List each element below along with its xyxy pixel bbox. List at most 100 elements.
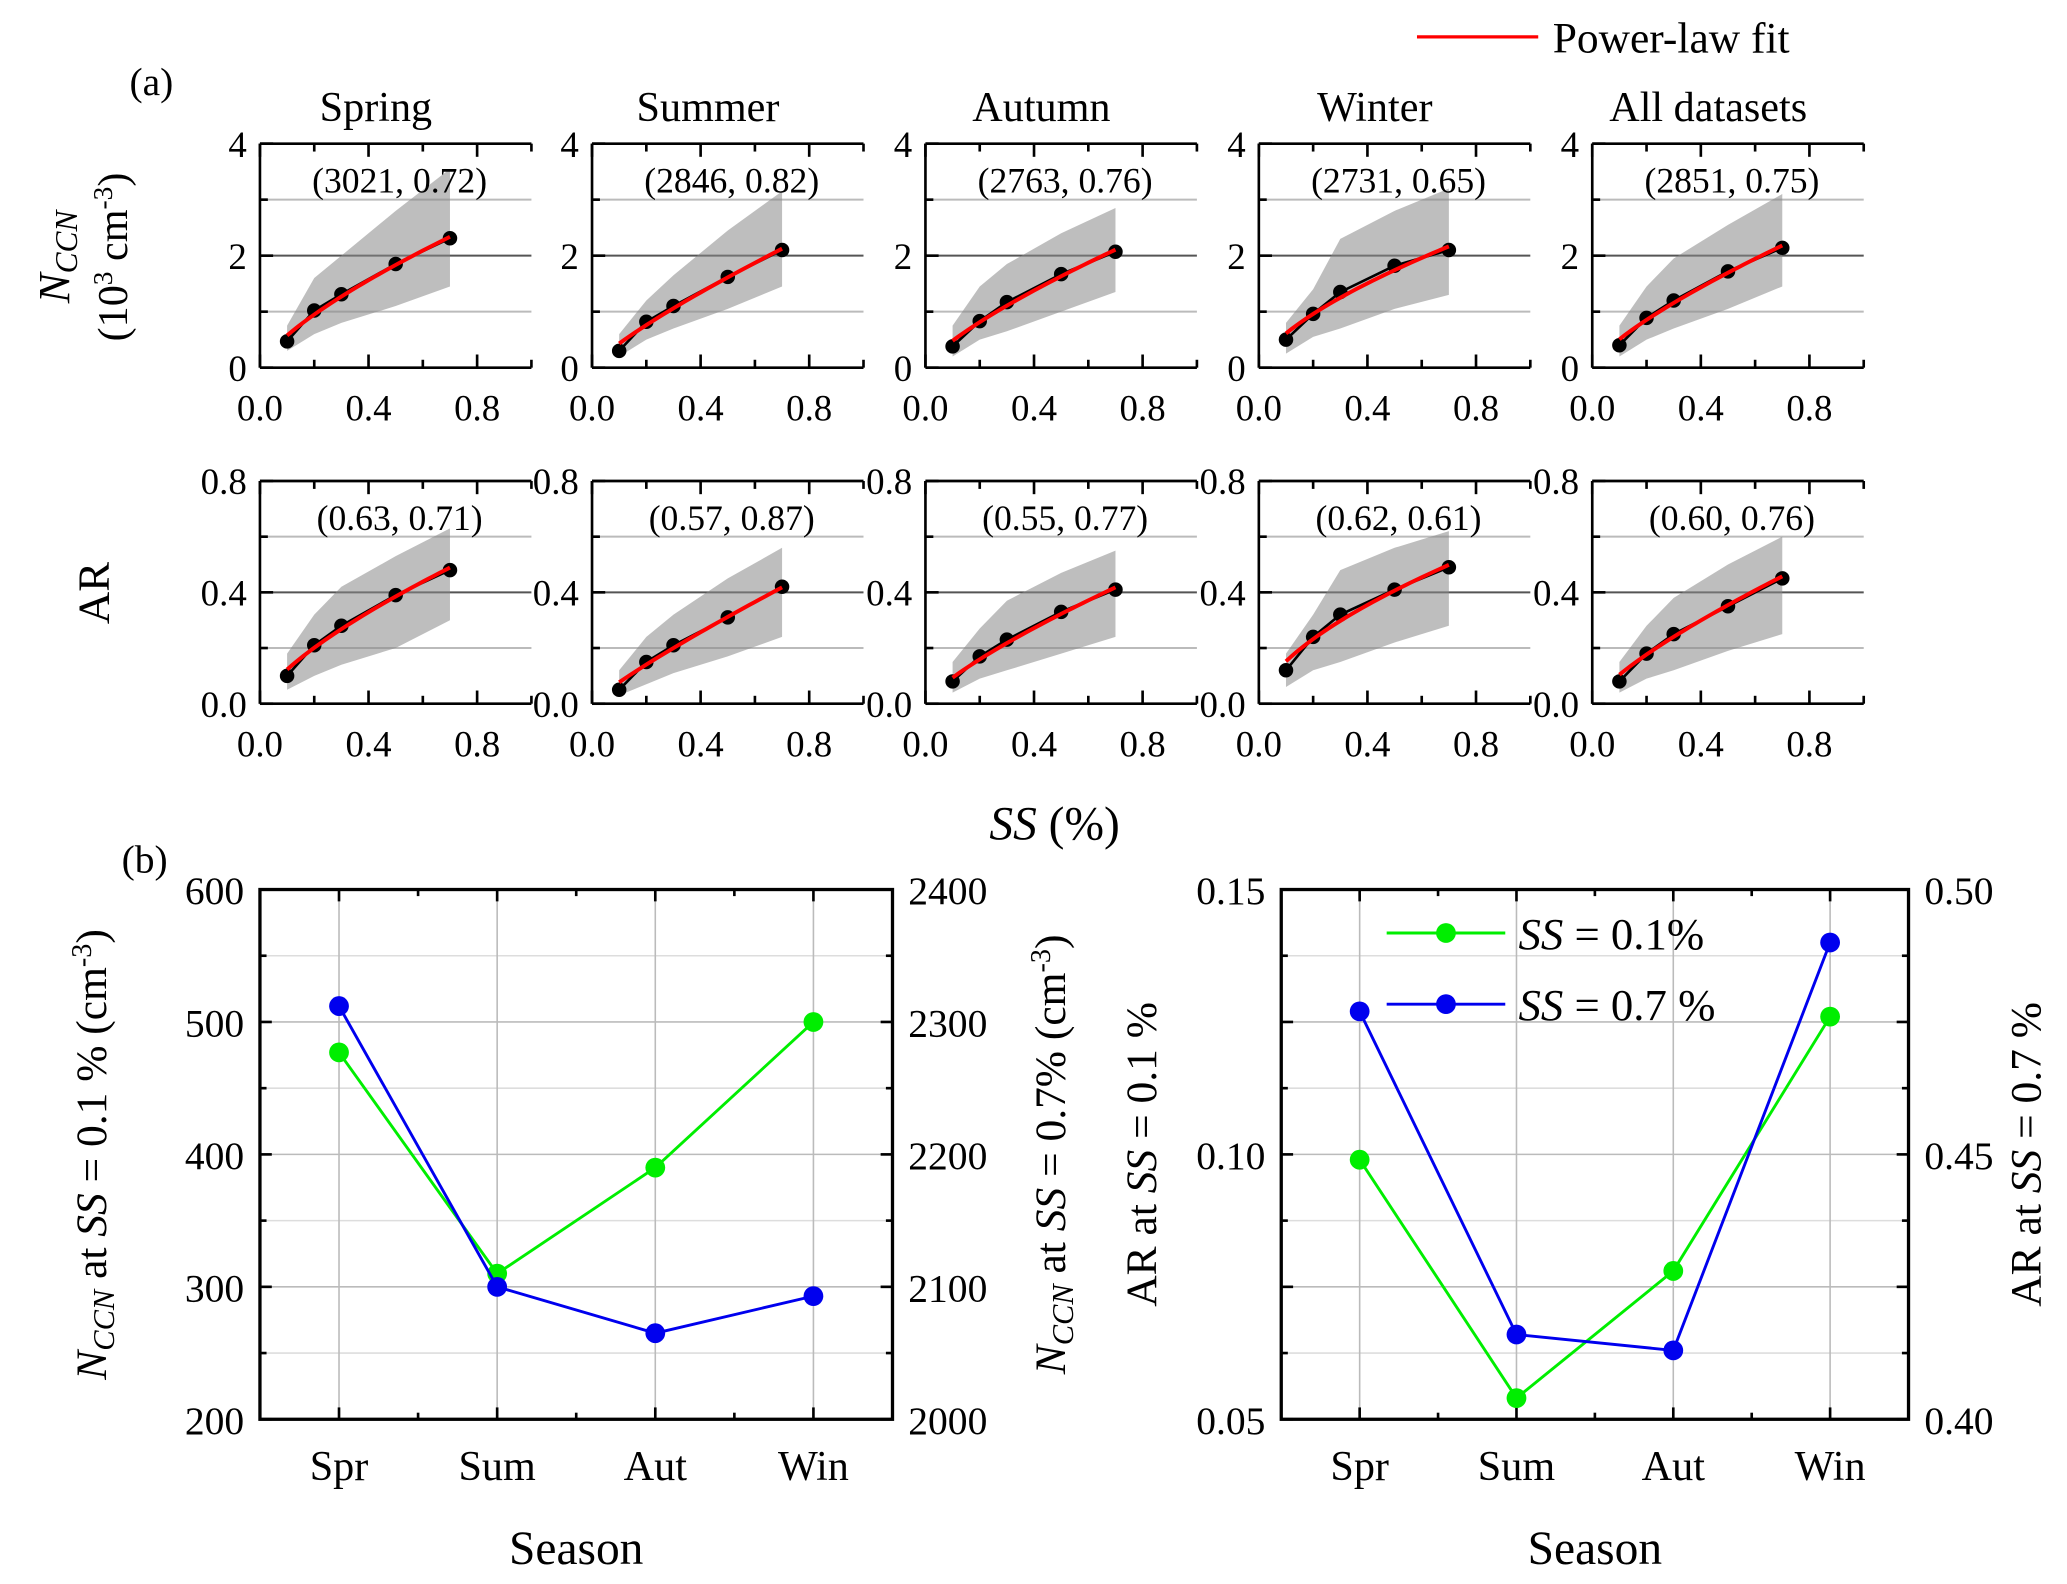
series-point-2 (329, 996, 349, 1016)
x-tick-label: 0.0 (237, 723, 283, 764)
y-tick-label: 4 (228, 124, 246, 165)
y-tick-label: 0.4 (866, 573, 912, 614)
label-part: ) (68, 929, 116, 943)
uncertainty-band (1285, 531, 1449, 688)
fit-parameters-label: (2763, 0.76) (978, 160, 1153, 200)
uncertainty-band (1619, 536, 1783, 693)
power-law-fit-line (1618, 243, 1784, 341)
x-tick-label: 0.0 (1236, 387, 1282, 428)
label-part: AR at (1118, 1193, 1166, 1307)
x-tick-label: 0.4 (1344, 723, 1390, 764)
x-tick-label: 0.4 (1344, 387, 1390, 428)
series-point-1 (645, 1157, 666, 1178)
y-axis-label-left: NCCN at SS = 0.1 % (cm-3) (66, 929, 120, 1381)
label-part: SS (989, 798, 1036, 850)
y-tick-label: 2 (1561, 236, 1579, 277)
y-tick-label-left: 0.15 (1196, 869, 1265, 913)
data-point (611, 682, 627, 698)
x-axis-label-season: Season (509, 1523, 643, 1575)
x-axis-label-ss: SS (%) (989, 798, 1119, 850)
subplot-autumn-row1: 0.0 0.4 0.8 0 2 4 Autumn (2763, 0.76) (894, 84, 1199, 428)
label-part: = 0.1% (1563, 909, 1704, 959)
data-point (945, 339, 960, 354)
label-part: SS (2002, 1149, 2050, 1193)
series-line-1 (1358, 1015, 1832, 1401)
x-tick-label: 0.4 (1678, 723, 1724, 764)
y-tick-label-left: 500 (185, 1001, 244, 1045)
y-tick-label: 0.8 (1533, 461, 1579, 502)
x-tick-label: 0.4 (1011, 723, 1057, 764)
x-tick-label: 0.8 (1120, 723, 1166, 764)
data-point (1612, 338, 1627, 353)
x-tick-label: 0.0 (1569, 723, 1615, 764)
fit-parameters-label: (3021, 0.72) (312, 160, 487, 200)
uncertainty-band (952, 208, 1116, 357)
x-tick-label-spr: Spr (1330, 1443, 1389, 1490)
subplot-title: Spring (320, 84, 432, 131)
legend-marker-2 (1436, 994, 1456, 1015)
label-part: cm (90, 209, 137, 271)
subplot-title: Winter (1317, 84, 1432, 131)
y-axis-label-nccn-unit: (103 cm-3) (88, 173, 137, 342)
power-law-fit-line (1284, 563, 1450, 663)
subplot-b-right: 0.05 0.10 0.15 0.40 0.45 0.50 Spr Sum Aut Win Seas… (1118, 869, 2050, 1575)
series-point-2 (1349, 1001, 1370, 1022)
x-tick-label: 0.0 (569, 723, 615, 764)
subplot-summer-row2: 0.0 0.4 0.8 0.0 0.4 0.8 (0.57, 0.87) (533, 461, 865, 764)
x-tick-label: 0.4 (345, 723, 391, 764)
legend-marker-1 (1436, 923, 1456, 943)
x-tick-label: 0.8 (786, 723, 832, 764)
y-tick-label: 2 (560, 236, 578, 277)
subplot-all-datasets-row2: 0.0 0.4 0.8 0.0 0.4 0.8 (0.60, 0.76) (1533, 461, 1866, 764)
subplot-all-datasets-row1: 0.0 0.4 0.8 0 2 4 All datasets (2851, 0.75) (1561, 84, 1866, 428)
series-point-2 (1663, 1340, 1684, 1361)
legend-label-2: SS = 0.7 % (1518, 980, 1715, 1030)
label-part: AR (68, 562, 118, 624)
panel-label-b: (b) (122, 837, 168, 881)
x-tick-label: 0.8 (786, 387, 832, 428)
y-tick-label-left: 0.10 (1196, 1134, 1265, 1178)
subplot-spring-row2: 0.0 0.4 0.8 0.0 0.4 0.8 (0.63, 0.71) (201, 461, 533, 764)
x-tick-label: 0.8 (454, 723, 500, 764)
x-tick-label-sum: Sum (1478, 1443, 1556, 1490)
y-tick-label-right: 2100 (908, 1266, 987, 1310)
label-part: at (68, 1237, 116, 1290)
x-tick-label: 0.4 (1011, 387, 1057, 428)
power-law-fit-line (285, 565, 451, 672)
label-part: SS (68, 1193, 116, 1237)
x-tick-label: 0.4 (678, 723, 724, 764)
label-part: = 0.1 % (cm (68, 967, 116, 1193)
label-part: ) (90, 173, 137, 187)
power-law-fit-line (285, 235, 451, 337)
x-tick-label-spr: Spr (310, 1443, 369, 1490)
label-part: 3 (88, 271, 118, 285)
series-line-2 (337, 1005, 814, 1335)
series-point-1 (803, 1012, 824, 1032)
label-part: SS (1518, 980, 1563, 1030)
x-tick-label-win: Win (778, 1443, 849, 1490)
series-point-2 (645, 1323, 666, 1344)
x-tick-label: 0.8 (1786, 387, 1832, 428)
x-tick-label: 0.4 (678, 387, 724, 428)
label-part: = 0.7% (cm (1027, 972, 1075, 1187)
y-tick-label-left: 200 (185, 1399, 244, 1443)
fit-parameters-label: (0.60, 0.76) (1649, 498, 1815, 538)
y-axis-label-right: AR at SS = 0.7 % (2002, 1002, 2050, 1307)
y-tick-label-right: 2400 (908, 869, 987, 913)
x-tick-label: 0.0 (902, 723, 948, 764)
y-tick-label: 0.0 (1200, 684, 1246, 725)
x-tick-label: 0.0 (1569, 387, 1615, 428)
x-tick-label-win: Win (1795, 1443, 1866, 1490)
label-part: at (1027, 1231, 1075, 1284)
y-tick-label: 0.0 (533, 684, 579, 725)
label-part: -3 (66, 944, 97, 968)
y-tick-label: 0 (560, 348, 578, 389)
x-tick-label: 0.0 (902, 387, 948, 428)
x-tick-label-sum: Sum (458, 1443, 536, 1490)
fit-parameters-label: (0.57, 0.87) (649, 498, 815, 538)
label-part: = 0.7 % (2002, 1002, 2050, 1150)
y-tick-label-right: 2200 (908, 1134, 987, 1178)
subplot-title: All datasets (1609, 84, 1807, 131)
y-axis-label-ar: AR (68, 562, 118, 624)
x-tick-label: 0.4 (1678, 387, 1724, 428)
